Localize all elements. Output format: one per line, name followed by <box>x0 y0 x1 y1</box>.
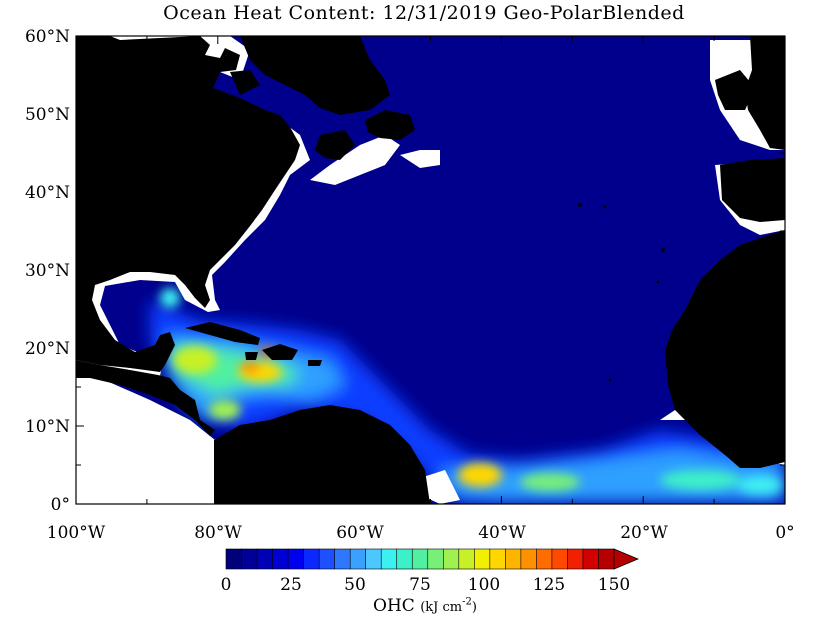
colorbar-swatch <box>582 548 600 570</box>
colorbar-swatch <box>287 548 305 570</box>
land-british-isles <box>715 70 755 110</box>
colorbar-overflow-arrow <box>613 548 640 570</box>
lat-label: 20°N <box>25 339 70 359</box>
map-title: Ocean Heat Content: 12/31/2019 Geo-Polar… <box>163 2 685 24</box>
longitude-labels: 100°W 80°W 60°W 40°W 20°W 0° <box>47 523 795 543</box>
land-hispaniola <box>262 344 298 360</box>
colorbar-swatch <box>396 548 413 570</box>
colorbar-tick-label: 50 <box>344 575 366 595</box>
colorbar-swatch <box>318 548 336 570</box>
axis-ticks <box>75 35 786 505</box>
latitude-labels: 60°N 50°N 40°N 30°N 20°N 10°N 0° <box>25 27 70 515</box>
land-south-america <box>214 405 430 504</box>
colorbar-swatch <box>442 548 460 570</box>
land-africa <box>665 230 785 468</box>
colorbar-swatch <box>474 548 491 570</box>
colorbar-swatch <box>256 548 274 570</box>
land-masses <box>76 36 785 504</box>
colorbar-tick-label: 150 <box>598 575 630 595</box>
land-north-america <box>76 36 300 372</box>
unit-sub: (kJ cm <box>420 600 463 615</box>
lat-label: 60°N <box>25 27 70 47</box>
lon-label: 40°W <box>478 523 526 543</box>
colorbar-swatch <box>272 548 289 570</box>
lat-label: 50°N <box>25 105 70 125</box>
colorbar-swatch <box>536 548 553 570</box>
land-europe <box>720 158 785 222</box>
colorbar-swatch <box>334 548 351 570</box>
ohc-field <box>150 288 785 504</box>
lat-label: 40°N <box>25 183 70 203</box>
lon-label: 100°W <box>47 523 106 543</box>
land-newfoundland <box>365 110 415 140</box>
unit-close: ) <box>471 600 477 615</box>
colorbar-swatch <box>505 548 522 570</box>
colorbar-swatch <box>303 548 320 570</box>
land-central-america <box>76 360 215 436</box>
lat-label: 30°N <box>25 261 70 281</box>
lat-label: 10°N <box>25 417 70 437</box>
colorbar-tick-label: 75 <box>409 575 431 595</box>
colorbar-tick-label: 25 <box>280 575 302 595</box>
colorbar-swatch <box>411 548 429 570</box>
unit-exponent: -2 <box>462 596 472 608</box>
colorbar-swatch <box>489 548 506 570</box>
colorbar-swatch <box>551 548 569 570</box>
unit-main: OHC <box>373 596 415 616</box>
colorbar <box>225 548 640 570</box>
colorbar-swatch <box>365 548 382 570</box>
colorbar-swatch <box>567 548 584 570</box>
colorbar-swatch <box>241 548 258 570</box>
lon-label: 80°W <box>194 523 242 543</box>
colorbar-tick-labels: 0 25 50 75 100 125 150 <box>221 575 631 595</box>
lat-label: 0° <box>51 495 70 515</box>
lon-label: 60°W <box>336 523 384 543</box>
lon-label: 20°W <box>620 523 668 543</box>
colorbar-swatch <box>380 548 398 570</box>
lon-label: 0° <box>775 523 794 543</box>
colorbar-swatch <box>520 548 538 570</box>
colorbar-tick-label: 125 <box>533 575 565 595</box>
colorbar-swatch <box>458 548 475 570</box>
colorbar-unit-label: OHC (kJ cm-2) <box>330 596 520 616</box>
colorbar-swatch <box>225 548 243 570</box>
colorbar-tick-label: 0 <box>221 575 232 595</box>
colorbar-swatch <box>598 548 615 570</box>
colorbar-swatch <box>349 548 367 570</box>
land-canada <box>240 36 390 115</box>
land-cuba <box>185 322 260 345</box>
colorbar-swatch <box>427 548 444 570</box>
map-area <box>76 36 785 504</box>
colorbar-tick-label: 100 <box>468 575 500 595</box>
